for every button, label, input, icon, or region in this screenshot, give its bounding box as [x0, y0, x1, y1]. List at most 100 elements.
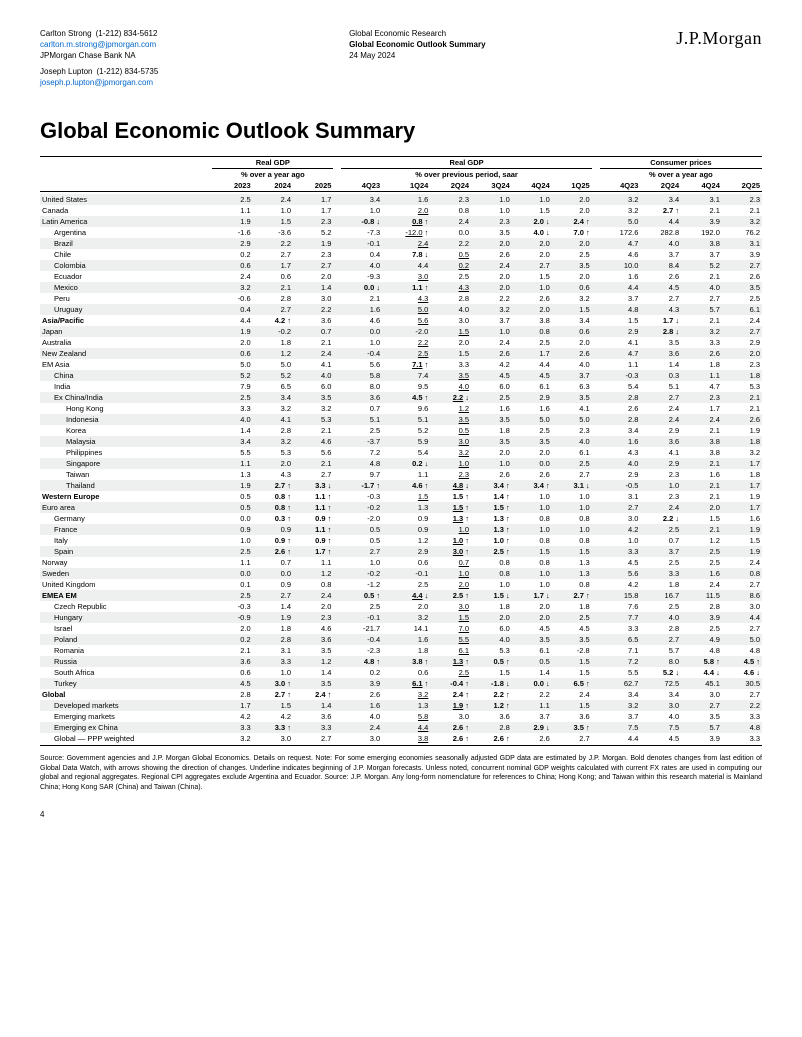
table-row: Asia/Pacific4.44.2 ↑3.64.65.63.03.73.83.… — [40, 315, 762, 326]
cell: 7.6 — [600, 601, 641, 612]
cell: 4.5 — [512, 370, 552, 381]
cell: 2.7 — [552, 469, 592, 480]
cell: 1.0 — [212, 535, 252, 546]
table-row: EMEA EM2.52.72.40.5 ↑4.4 ↓2.5 ↑1.5 ↓1.7 … — [40, 590, 762, 601]
cell: 2.1 — [681, 524, 722, 535]
cell: 1.6 — [722, 513, 762, 524]
cell: 1.8 — [382, 645, 430, 656]
cell: 172.6 — [600, 227, 641, 238]
cell: 2.8 — [600, 392, 641, 403]
cell: 2.0 — [253, 458, 293, 469]
cell: 282.8 — [640, 227, 681, 238]
cell: 3.3 ↓ — [293, 480, 333, 491]
cell: 1.3 — [212, 469, 252, 480]
cell: 1.5 — [382, 491, 430, 502]
cell: 0.8 — [722, 568, 762, 579]
cell: 2.5 — [640, 557, 681, 568]
cell: 2.0 — [212, 623, 252, 634]
cell: 2.1 — [212, 645, 252, 656]
cell: 1.2 — [681, 535, 722, 546]
cell: 2.0 — [552, 238, 592, 249]
cell: 2.0 ↓ — [512, 216, 552, 227]
cell: 6.1 — [512, 645, 552, 656]
cell: 2.4 — [341, 722, 382, 733]
col-1Q25: 1Q25 — [552, 180, 592, 192]
cell: 2.9 — [512, 392, 552, 403]
cell: 4.4 — [600, 282, 641, 293]
cell: 3.6 — [212, 656, 252, 667]
cell: 2.2 ↓ — [640, 513, 681, 524]
cell: 5.1 — [640, 381, 681, 392]
cell: 2.7 — [253, 304, 293, 315]
cell: 0.9 — [212, 524, 252, 535]
cell: 0.6 — [212, 260, 252, 271]
cell: 5.0 — [253, 359, 293, 370]
author1-email[interactable]: carlton.m.strong@jpmorgan.com — [40, 40, 156, 49]
cell: 0.0 — [253, 568, 293, 579]
author2-email[interactable]: joseph.p.lupton@jpmorgan.com — [40, 78, 153, 87]
cell: 5.0 — [512, 414, 552, 425]
cell: 3.5 — [512, 634, 552, 645]
cell: 3.0 — [722, 601, 762, 612]
table-row: Thailand1.92.7 ↑3.3 ↓-1.7 ↑4.6 ↑4.8 ↓3.4… — [40, 480, 762, 491]
cell: 4.6 — [293, 436, 333, 447]
author1-phone: (1-212) 834-5612 — [96, 28, 158, 39]
cell: 4.5 — [212, 678, 252, 689]
row-label: Norway — [40, 557, 212, 568]
cell: 3.0 — [430, 436, 471, 447]
cell: -0.2 — [341, 502, 382, 513]
cell: 3.5 — [471, 436, 512, 447]
cell: 3.3 — [212, 722, 252, 733]
cell: 11.5 — [681, 590, 722, 601]
cell: 2.7 — [681, 700, 722, 711]
cell: 1.3 ↑ — [471, 513, 512, 524]
cell: 2.8 — [212, 689, 252, 700]
cell: 2.2 — [512, 689, 552, 700]
cell: -2.0 — [382, 326, 430, 337]
cell: 0.9 ↑ — [293, 513, 333, 524]
cell: 1.0 — [512, 579, 552, 590]
cell: 2.5 — [681, 546, 722, 557]
cell: 4.7 — [681, 381, 722, 392]
cell: 0.8 — [512, 535, 552, 546]
cell: 7.7 — [600, 612, 641, 623]
cell: 1.0 — [471, 194, 512, 205]
table-row: Latin America1.91.52.3-0.8 ↓0.8 ↑2.42.32… — [40, 216, 762, 227]
cell: 2.1 — [681, 458, 722, 469]
cell: 2.0 — [512, 238, 552, 249]
cell: 2.5 — [382, 579, 430, 590]
cell: 3.2 — [681, 326, 722, 337]
cell: 2.7 — [600, 502, 641, 513]
cell: 2.2 — [722, 700, 762, 711]
cell: 3.2 — [722, 447, 762, 458]
cell: 0.9 — [253, 524, 293, 535]
cell: 2.3 — [471, 216, 512, 227]
cell: 5.2 — [253, 370, 293, 381]
cell: 2.4 — [722, 315, 762, 326]
cell: 5.3 — [722, 381, 762, 392]
cell: 0.6 — [382, 667, 430, 678]
cell: 8.4 — [640, 260, 681, 271]
cell: 0.7 — [640, 535, 681, 546]
row-label: Ex China/India — [40, 392, 212, 403]
cell: 0.0 — [212, 568, 252, 579]
cell: 3.4 — [212, 436, 252, 447]
row-label: Poland — [40, 634, 212, 645]
cell: 0.9 — [382, 524, 430, 535]
cell: 3.9 — [722, 249, 762, 260]
cell: 1.6 — [382, 634, 430, 645]
cell: -0.4 ↑ — [430, 678, 471, 689]
cell: 3.5 ↑ — [552, 722, 592, 733]
cell: 2.0 — [512, 612, 552, 623]
table-row: Japan1.9-0.20.70.0-2.01.51.00.80.62.92.8… — [40, 326, 762, 337]
col-3Q24: 3Q24 — [471, 180, 512, 192]
cell: 3.2 — [552, 293, 592, 304]
cell: 4.5 ↑ — [382, 392, 430, 403]
cell: 3.2 — [430, 447, 471, 458]
cell: 2.4 ↑ — [552, 216, 592, 227]
group-gdp-yoy-sub: % over a year ago — [212, 168, 333, 180]
cell: 2.9 — [640, 458, 681, 469]
cell: 1.5 — [512, 205, 552, 216]
cell: 2.7 — [293, 260, 333, 271]
cell: 3.0 — [430, 601, 471, 612]
